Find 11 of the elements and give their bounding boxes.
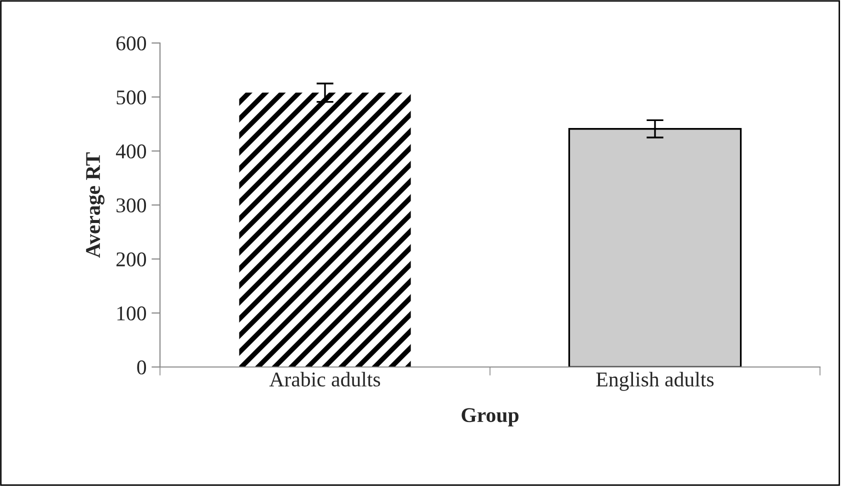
x-axis-title: Group xyxy=(462,408,518,426)
y-tick-label: 500 xyxy=(116,90,146,104)
y-tick-label: 400 xyxy=(116,144,146,158)
y-axis-title: Average RT xyxy=(86,152,104,258)
y-tick-label: 0 xyxy=(137,360,146,374)
y-tick-label: 100 xyxy=(117,306,146,320)
y-tick-label: 200 xyxy=(116,252,146,266)
y-tick-label: 600 xyxy=(116,36,146,50)
x-tick-label: English adults xyxy=(596,372,714,391)
x-tick-label: Arabic adults xyxy=(269,372,380,387)
y-tick-label: 300 xyxy=(116,198,146,212)
